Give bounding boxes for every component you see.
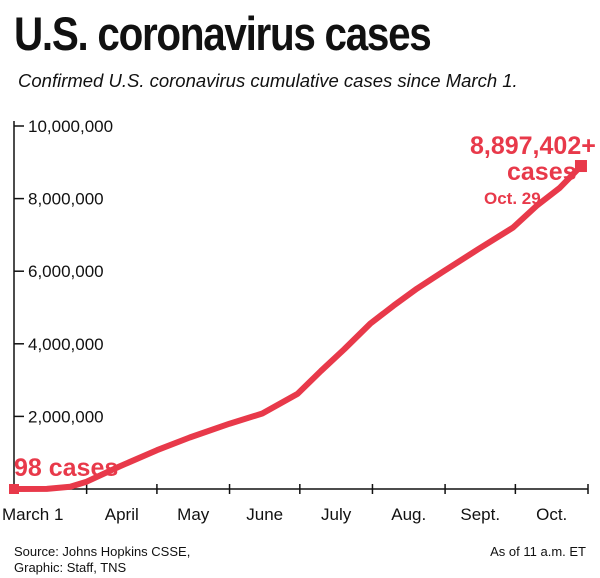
y-tick-label: 2,000,000	[28, 407, 104, 426]
x-tick-label: April	[105, 505, 139, 524]
x-axis-ticks: March 1 April May June July Aug. Sept. Oct.	[2, 484, 589, 524]
end-annotation-unit: cases	[507, 158, 577, 186]
source-line-2: Graphic: Staff, TNS	[14, 560, 127, 575]
x-tick-label: March 1	[2, 505, 63, 524]
x-tick-label: Oct.	[536, 505, 567, 524]
start-point-marker	[9, 483, 19, 494]
x-tick-label: May	[177, 505, 210, 524]
as-of-note: As of 11 a.m. ET	[490, 544, 586, 559]
x-tick-label: July	[321, 505, 352, 524]
x-tick-label: Aug.	[391, 505, 426, 524]
x-tick-label: June	[246, 505, 283, 524]
y-tick-label: 10,000,000	[28, 117, 113, 136]
chart-subtitle: Confirmed U.S. coronavirus cumulative ca…	[18, 70, 518, 91]
end-point-marker	[574, 160, 587, 173]
y-tick-label: 4,000,000	[28, 335, 104, 354]
end-annotation-value: 8,897,402+	[470, 132, 596, 160]
series-line-cases	[11, 163, 584, 492]
chart-title: U.S. coronavirus cases	[14, 7, 432, 60]
start-annotation: 98 cases	[14, 454, 118, 482]
y-tick-label: 6,000,000	[28, 262, 104, 281]
end-annotation-date: Oct. 29	[484, 189, 541, 208]
line-chart: 2,000,000 4,000,000 6,000,000 8,000,000 10,0…	[2, 117, 596, 524]
source-line-1: Source: Johns Hopkins CSSE,	[14, 544, 191, 559]
y-axis-ticks: 2,000,000 4,000,000 6,000,000 8,000,000 10,0…	[14, 117, 113, 426]
source-credit: Source: Johns Hopkins CSSE, Graphic: Sta…	[14, 544, 190, 576]
x-tick-label: Sept.	[460, 505, 500, 524]
axes	[13, 121, 588, 490]
y-tick-label: 8,000,000	[28, 190, 104, 209]
